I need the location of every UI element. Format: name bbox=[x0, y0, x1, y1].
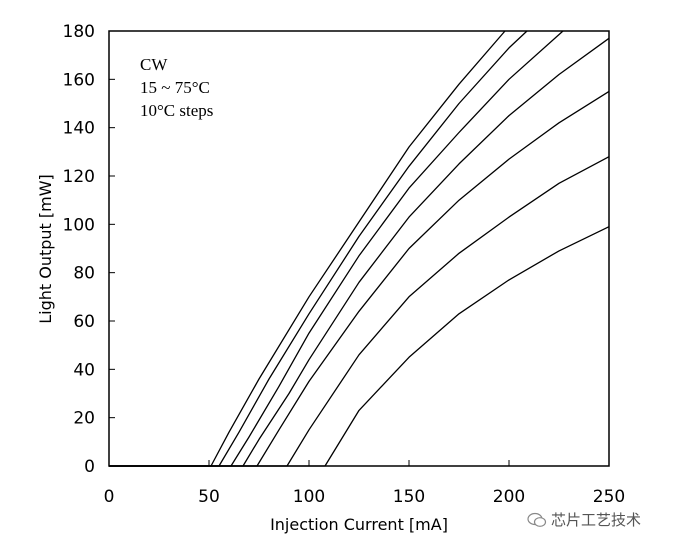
x-tick-label: 0 bbox=[104, 487, 115, 507]
curve-25c bbox=[109, 30, 528, 467]
x-axis-ticks: 0 50 100 150 200 250 bbox=[104, 460, 625, 507]
curve-35c bbox=[109, 30, 564, 467]
annotation-mode: CW bbox=[140, 55, 168, 74]
y-tick-label: 40 bbox=[73, 360, 95, 380]
y-tick-label: 100 bbox=[63, 215, 95, 235]
y-axis-title: Light Output [mW] bbox=[36, 174, 55, 324]
x-tick-label: 150 bbox=[393, 487, 425, 507]
curve-65c bbox=[109, 156, 610, 467]
curve-75c bbox=[109, 226, 610, 467]
y-tick-label: 160 bbox=[63, 70, 95, 90]
x-tick-label: 100 bbox=[293, 487, 325, 507]
wechat-icon bbox=[527, 512, 547, 527]
y-tick-label: 0 bbox=[84, 457, 95, 477]
curve-15c bbox=[109, 30, 506, 467]
y-tick-label: 20 bbox=[73, 409, 95, 429]
curve-45c bbox=[109, 37, 610, 467]
y-axis-ticks: 0 20 40 60 80 100 120 140 160 180 bbox=[63, 22, 115, 477]
y-tick-label: 180 bbox=[63, 22, 95, 42]
y-tick-label: 60 bbox=[73, 312, 95, 332]
y-tick-label: 120 bbox=[63, 167, 95, 187]
x-axis-title: Injection Current [mA] bbox=[270, 515, 448, 534]
x-tick-label: 200 bbox=[493, 487, 525, 507]
watermark: 芯片工艺技术 bbox=[527, 509, 641, 530]
curve-55c bbox=[109, 90, 610, 467]
lines bbox=[109, 30, 610, 467]
annotation-temp-step: 10°C steps bbox=[140, 101, 213, 120]
x-tick-label: 50 bbox=[198, 487, 220, 507]
watermark-text: 芯片工艺技术 bbox=[551, 511, 642, 529]
plot-frame bbox=[108, 30, 610, 467]
y-tick-label: 140 bbox=[63, 119, 95, 139]
x-tick-label: 250 bbox=[593, 487, 625, 507]
annotation-temp-range: 15 ~ 75°C bbox=[140, 78, 210, 97]
y-tick-label: 80 bbox=[73, 264, 95, 284]
